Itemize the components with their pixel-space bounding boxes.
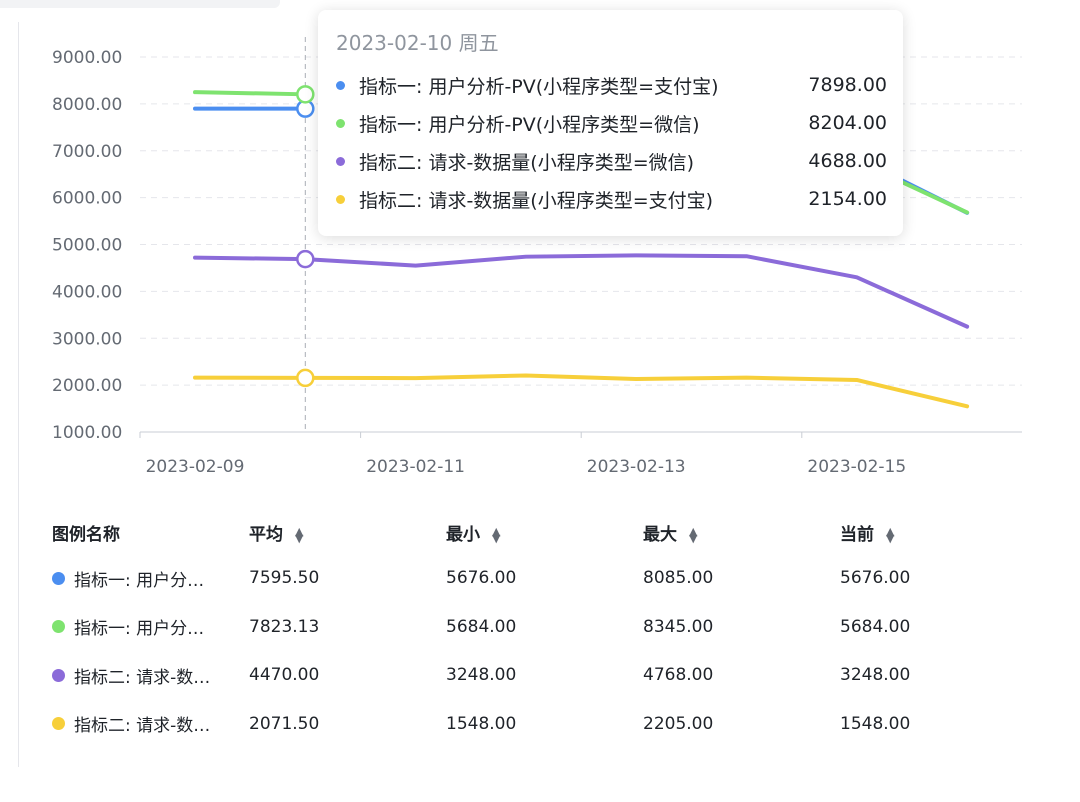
series-line <box>193 253 970 329</box>
legend-name-cell: 指标一: 用户分… <box>52 566 249 591</box>
legend-name-cell: 指标二: 请求-数… <box>52 711 249 736</box>
legend-table-row[interactable]: 指标一: 用户分… 7823.13 5684.00 8345.00 5684.0… <box>52 603 1052 652</box>
current-cell: 5676.00 <box>840 568 911 589</box>
avg-cell: 4470.00 <box>249 665 320 686</box>
legend-table: 图例名称 平均 ▲ ▼ 最小 ▲ ▼ 最大 ▲ ▼ 当前 ▲ ▼ 指标一: 用户分… 7595.… <box>52 510 1052 748</box>
min-cell: 5684.00 <box>446 616 517 637</box>
avg-cell: 7595.50 <box>249 568 320 589</box>
series-dot-icon <box>336 156 345 166</box>
top-bar <box>0 0 280 8</box>
header-average-label: 平均 <box>249 524 283 545</box>
series-line <box>193 373 970 409</box>
sort-icon[interactable]: ▲ ▼ <box>886 524 895 545</box>
x-tick-label: 2023-02-13 <box>587 457 686 477</box>
hover-point-marker <box>296 85 315 104</box>
sort-icon[interactable]: ▲ ▼ <box>492 524 501 545</box>
tooltip-row: 指标二: 请求-数据量(小程序类型=支付宝) 2154.00 <box>336 180 887 218</box>
max-cell: 8085.00 <box>643 568 714 589</box>
x-tick-label: 2023-02-09 <box>146 457 245 477</box>
header-average[interactable]: 平均 ▲ ▼ <box>249 520 446 545</box>
legend-table-row[interactable]: 指标一: 用户分… 7595.50 5676.00 8085.00 5676.0… <box>52 554 1052 603</box>
y-tick-label: 4000.00 <box>52 282 122 302</box>
legend-name: 指标一: 用户分… <box>74 619 205 640</box>
series-line <box>193 90 308 97</box>
y-tick-label: 6000.00 <box>52 189 122 209</box>
current-cell: 5684.00 <box>840 616 911 637</box>
series-dot-icon <box>336 80 345 90</box>
legend-name-cell: 指标一: 用户分… <box>52 614 249 639</box>
tooltip-row: 指标一: 用户分析-PV(小程序类型=支付宝) 7898.00 <box>336 66 887 104</box>
tooltip-row-value: 2154.00 <box>808 188 887 210</box>
max-cell: 2205.00 <box>643 713 714 734</box>
header-legend-name: 图例名称 <box>52 524 120 545</box>
panel-border <box>18 22 19 767</box>
sort-icon[interactable]: ▲ ▼ <box>295 524 304 545</box>
legend-name: 指标二: 请求-数… <box>74 667 211 688</box>
line-chart[interactable]: 1000.00 2000.00 3000.00 4000.00 5000.00 6000.… <box>0 0 1080 490</box>
x-tick-label: 2023-02-11 <box>366 457 465 477</box>
series-dot-icon <box>336 118 345 128</box>
min-cell: 5676.00 <box>446 568 517 589</box>
y-tick-label: 1000.00 <box>52 423 122 443</box>
series-dot-icon <box>52 717 65 731</box>
series-dot-icon <box>336 194 345 204</box>
tooltip-row: 指标二: 请求-数据量(小程序类型=微信) 4688.00 <box>336 142 887 180</box>
max-cell: 8345.00 <box>643 616 714 637</box>
y-tick-label: 9000.00 <box>52 48 122 68</box>
tooltip-row-value: 7898.00 <box>808 74 887 96</box>
header-current[interactable]: 当前 ▲ ▼ <box>840 520 1037 545</box>
avg-cell: 7823.13 <box>249 616 320 637</box>
current-cell: 1548.00 <box>840 713 911 734</box>
hover-point-marker <box>296 249 315 269</box>
min-cell: 3248.00 <box>446 665 517 686</box>
hover-point-marker <box>296 368 315 388</box>
tooltip-row-value: 4688.00 <box>808 150 887 172</box>
header-current-label: 当前 <box>840 524 874 545</box>
x-tick-label: 2023-02-15 <box>807 457 906 477</box>
y-tick-label: 3000.00 <box>52 329 122 349</box>
chart-tooltip: 2023-02-10 周五 指标一: 用户分析-PV(小程序类型=支付宝) 78… <box>318 10 903 236</box>
legend-name: 指标一: 用户分… <box>74 570 205 591</box>
tooltip-row: 指标一: 用户分析-PV(小程序类型=微信) 8204.00 <box>336 104 887 142</box>
series-dot-icon <box>52 620 65 634</box>
tooltip-row-value: 8204.00 <box>808 112 887 134</box>
y-tick-label: 5000.00 <box>52 236 122 256</box>
sort-icon[interactable]: ▲ ▼ <box>689 524 698 545</box>
avg-cell: 2071.50 <box>249 713 320 734</box>
series-dot-icon <box>52 571 65 585</box>
legend-name-cell: 指标二: 请求-数… <box>52 663 249 688</box>
y-tick-label: 2000.00 <box>52 376 122 396</box>
y-tick-label: 8000.00 <box>52 95 122 115</box>
header-max[interactable]: 最大 ▲ ▼ <box>643 520 840 545</box>
legend-table-header: 图例名称 平均 ▲ ▼ 最小 ▲ ▼ 最大 ▲ ▼ 当前 ▲ ▼ <box>52 510 1052 554</box>
legend-table-row[interactable]: 指标二: 请求-数… 2071.50 1548.00 2205.00 1548.… <box>52 700 1052 749</box>
header-max-label: 最大 <box>643 524 677 545</box>
legend-name: 指标二: 请求-数… <box>74 716 211 737</box>
y-tick-label: 7000.00 <box>52 142 122 162</box>
tooltip-row-label: 指标二: 请求-数据量(小程序类型=微信) <box>359 151 695 174</box>
tooltip-row-label: 指标一: 用户分析-PV(小程序类型=微信) <box>359 113 700 136</box>
min-cell: 1548.00 <box>446 713 517 734</box>
legend-table-row[interactable]: 指标二: 请求-数… 4470.00 3248.00 4768.00 3248.… <box>52 651 1052 700</box>
tooltip-row-label: 指标一: 用户分析-PV(小程序类型=支付宝) <box>359 75 719 98</box>
tooltip-row-label: 指标二: 请求-数据量(小程序类型=支付宝) <box>359 189 714 212</box>
header-min[interactable]: 最小 ▲ ▼ <box>446 520 643 545</box>
series-dot-icon <box>52 668 65 682</box>
header-min-label: 最小 <box>446 524 480 545</box>
current-cell: 3248.00 <box>840 665 911 686</box>
max-cell: 4768.00 <box>643 665 714 686</box>
tooltip-title: 2023-02-10 周五 <box>336 31 499 55</box>
